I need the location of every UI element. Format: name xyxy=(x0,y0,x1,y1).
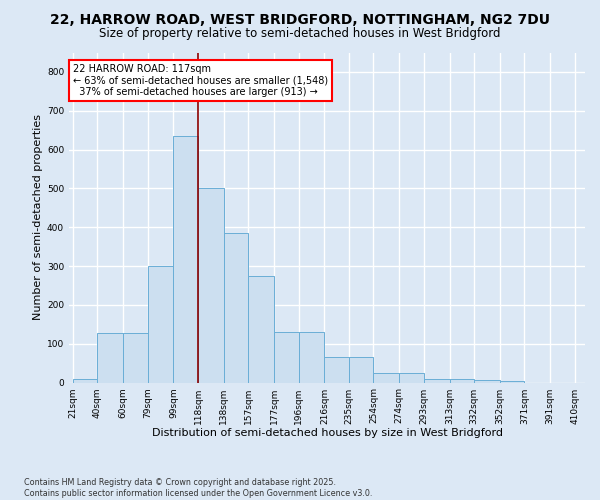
Text: Contains HM Land Registry data © Crown copyright and database right 2025.
Contai: Contains HM Land Registry data © Crown c… xyxy=(24,478,373,498)
Y-axis label: Number of semi-detached properties: Number of semi-detached properties xyxy=(33,114,43,320)
Bar xyxy=(373,373,399,382)
Bar xyxy=(399,373,424,382)
Bar xyxy=(73,380,97,382)
Bar xyxy=(173,136,198,382)
Bar xyxy=(325,358,349,382)
Bar xyxy=(97,333,123,382)
Text: 22, HARROW ROAD, WEST BRIDGFORD, NOTTINGHAM, NG2 7DU: 22, HARROW ROAD, WEST BRIDGFORD, NOTTING… xyxy=(50,12,550,26)
Bar xyxy=(299,332,325,382)
Bar xyxy=(148,266,173,382)
X-axis label: Distribution of semi-detached houses by size in West Bridgford: Distribution of semi-detached houses by … xyxy=(151,428,503,438)
Bar xyxy=(248,276,274,382)
Bar xyxy=(224,233,248,382)
Bar xyxy=(474,380,500,382)
Bar xyxy=(123,333,148,382)
Bar xyxy=(198,188,224,382)
Bar xyxy=(274,332,299,382)
Text: 22 HARROW ROAD: 117sqm
← 63% of semi-detached houses are smaller (1,548)
  37% o: 22 HARROW ROAD: 117sqm ← 63% of semi-det… xyxy=(73,64,328,98)
Bar xyxy=(500,380,524,382)
Bar xyxy=(349,358,373,382)
Bar xyxy=(449,378,474,382)
Text: Size of property relative to semi-detached houses in West Bridgford: Size of property relative to semi-detach… xyxy=(99,28,501,40)
Bar xyxy=(424,378,449,382)
